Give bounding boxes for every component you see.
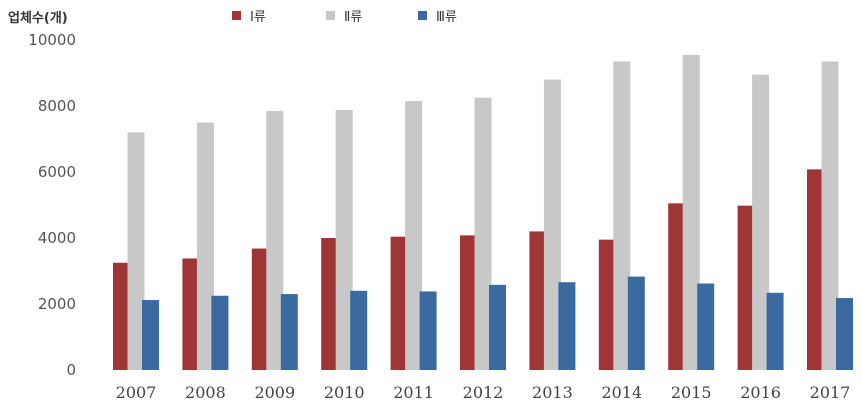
legend-label-series-2: Ⅱ류 — [344, 10, 362, 25]
legend: Ⅰ류 Ⅱ류 Ⅲ류 — [232, 10, 457, 25]
x-tick-label: 2008 — [185, 383, 226, 402]
x-tick-label: 2012 — [463, 383, 504, 402]
bar-2013-series-1 — [529, 231, 547, 370]
x-tick-label: 2014 — [601, 383, 642, 402]
bar-2017-series-1 — [807, 169, 824, 370]
bar-2013-series-3 — [558, 282, 576, 370]
bar-2016-series-3 — [766, 292, 784, 370]
bar-2009-series-2 — [266, 110, 284, 370]
x-tick-label: 2010 — [324, 383, 365, 402]
x-tick-label: 2007 — [116, 383, 157, 402]
bar-2007-series-1 — [113, 262, 130, 370]
bar-2017-series-2 — [821, 61, 839, 370]
x-axis-ticks: 2007 2008 2009 2010 2011 2012 2013 2014 2015 2016… — [116, 383, 851, 402]
y-tick-label: 2000 — [38, 295, 76, 313]
bar-2007-series-2 — [127, 132, 145, 370]
y-tick-label: 6000 — [38, 163, 76, 181]
bar-2012-series-1 — [460, 235, 477, 370]
legend-label-series-3: Ⅲ류 — [436, 10, 457, 25]
x-tick-label: 2009 — [254, 383, 295, 402]
bar-2009-series-3 — [280, 294, 298, 370]
bar-2015-series-1 — [668, 203, 686, 370]
bar-2016-series-1 — [737, 205, 755, 370]
bar-2010-series-3 — [350, 290, 368, 370]
y-tick-label: 0 — [66, 361, 76, 379]
legend-swatch-series-1 — [232, 11, 241, 20]
bar-2010-series-2 — [335, 109, 353, 371]
bar-2012-series-2 — [474, 97, 492, 370]
y-axis-ticks: 0 2000 4000 6000 8000 10000 — [28, 31, 76, 379]
bar-2012-series-3 — [489, 284, 506, 370]
bar-2011-series-1 — [390, 236, 408, 370]
bars — [113, 54, 853, 371]
bar-2017-series-3 — [836, 298, 853, 370]
x-tick-label: 2016 — [740, 383, 781, 402]
bar-2015-series-2 — [682, 54, 700, 370]
bar-2014-series-3 — [627, 276, 645, 370]
bar-2011-series-3 — [419, 291, 437, 370]
y-tick-label: 8000 — [38, 97, 76, 115]
legend-label-series-1: Ⅰ류 — [250, 10, 266, 25]
bar-2013-series-2 — [543, 79, 561, 370]
bar-2015-series-3 — [697, 283, 715, 370]
y-tick-label: 10000 — [28, 31, 76, 49]
x-tick-label: 2015 — [671, 383, 712, 402]
bar-2008-series-1 — [182, 258, 200, 370]
legend-swatch-series-3 — [418, 11, 427, 20]
bar-2014-series-2 — [613, 61, 631, 370]
y-tick-label: 4000 — [38, 229, 76, 247]
bar-2011-series-2 — [405, 101, 423, 371]
x-tick-label: 2013 — [532, 383, 573, 402]
bar-2016-series-2 — [752, 74, 770, 371]
bar-2010-series-1 — [321, 238, 339, 370]
bar-2009-series-1 — [251, 248, 269, 370]
bar-2007-series-3 — [142, 300, 159, 370]
x-tick-label: 2017 — [810, 383, 851, 402]
x-tick-label: 2011 — [393, 383, 434, 402]
bar-2014-series-1 — [598, 239, 616, 370]
legend-swatch-series-2 — [326, 11, 335, 20]
bar-2008-series-2 — [196, 122, 214, 370]
bar-2008-series-3 — [211, 295, 229, 370]
y-axis-title: 업체수(개) — [8, 11, 68, 26]
